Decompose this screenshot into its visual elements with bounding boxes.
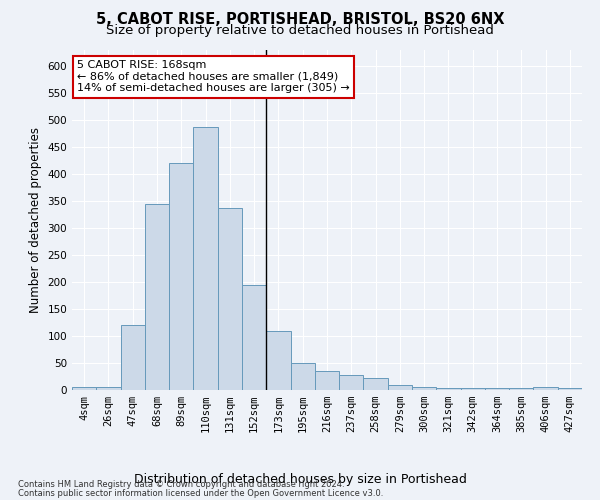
Bar: [242, 285, 266, 390]
Bar: [145, 204, 169, 390]
Bar: [461, 388, 485, 390]
Bar: [485, 388, 509, 390]
Bar: [315, 371, 339, 390]
Text: 5 CABOT RISE: 168sqm
← 86% of detached houses are smaller (1,849)
14% of semi-de: 5 CABOT RISE: 168sqm ← 86% of detached h…: [77, 60, 350, 94]
Bar: [72, 388, 96, 390]
Text: Contains public sector information licensed under the Open Government Licence v3: Contains public sector information licen…: [18, 488, 383, 498]
Bar: [436, 388, 461, 390]
Bar: [169, 164, 193, 390]
Bar: [388, 384, 412, 390]
Text: Size of property relative to detached houses in Portishead: Size of property relative to detached ho…: [106, 24, 494, 37]
Bar: [509, 388, 533, 390]
Bar: [533, 388, 558, 390]
Bar: [121, 325, 145, 390]
Bar: [290, 363, 315, 390]
Text: Distribution of detached houses by size in Portishead: Distribution of detached houses by size …: [134, 472, 466, 486]
Bar: [266, 330, 290, 390]
Bar: [193, 127, 218, 390]
Bar: [412, 388, 436, 390]
Text: Contains HM Land Registry data © Crown copyright and database right 2024.: Contains HM Land Registry data © Crown c…: [18, 480, 344, 489]
Bar: [364, 378, 388, 390]
Y-axis label: Number of detached properties: Number of detached properties: [29, 127, 42, 313]
Bar: [558, 388, 582, 390]
Bar: [339, 376, 364, 390]
Text: 5, CABOT RISE, PORTISHEAD, BRISTOL, BS20 6NX: 5, CABOT RISE, PORTISHEAD, BRISTOL, BS20…: [96, 12, 504, 28]
Bar: [218, 208, 242, 390]
Bar: [96, 388, 121, 390]
